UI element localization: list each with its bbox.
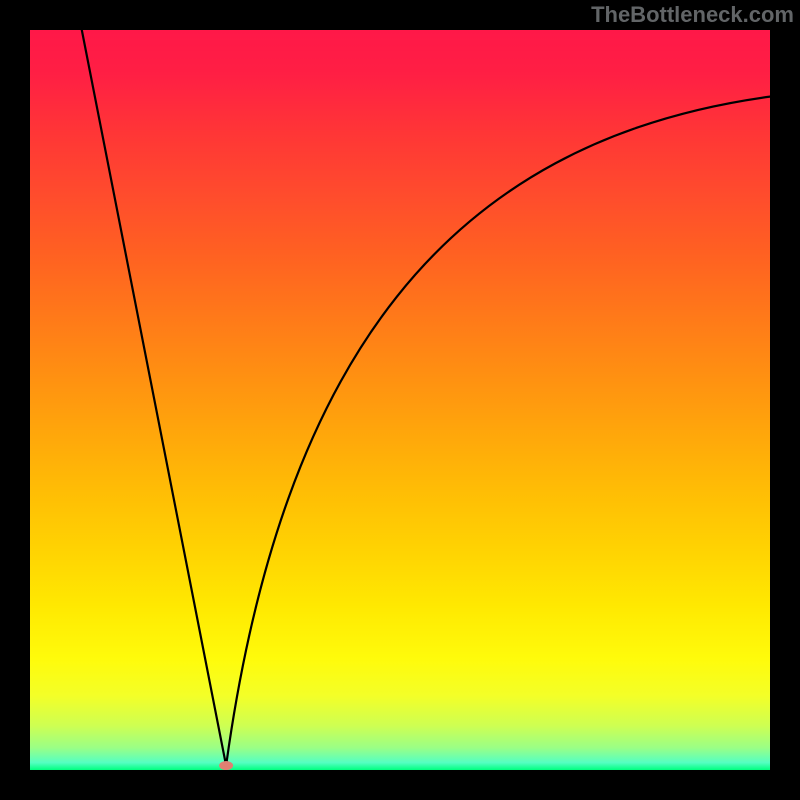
watermark-text: TheBottleneck.com <box>591 2 794 28</box>
bottleneck-curve-chart <box>30 30 770 770</box>
optimum-marker <box>219 761 233 770</box>
chart-frame: TheBottleneck.com <box>0 0 800 800</box>
gradient-background <box>30 30 770 770</box>
